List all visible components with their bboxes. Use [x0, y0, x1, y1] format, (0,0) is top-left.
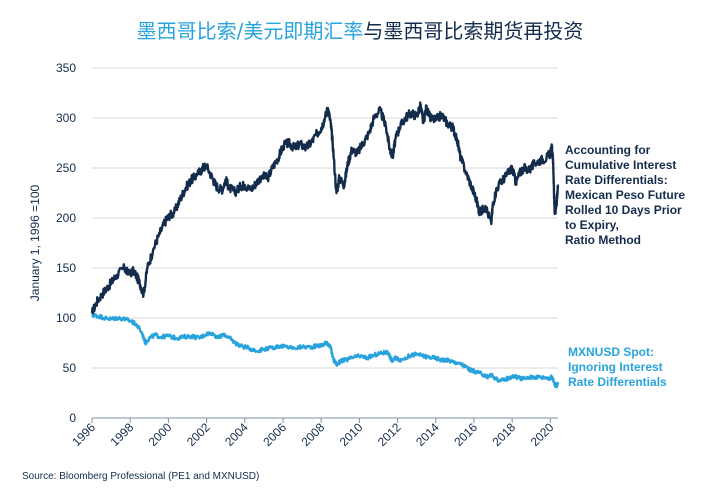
y-tick-label: 350 — [56, 61, 76, 75]
source-note: Source: Bloomberg Professional (PE1 and … — [22, 471, 260, 482]
series-line-pe1-futures — [90, 101, 560, 316]
y-axis-label: January 1, 1996 =100 — [28, 184, 42, 301]
y-tick-label: 50 — [63, 361, 77, 375]
legend-pe1-line: Accounting for — [565, 143, 651, 157]
legend-pe1-line: Cumulative Interest — [565, 158, 677, 172]
y-tick-label: 100 — [56, 311, 76, 325]
y-tick-label: 300 — [56, 111, 76, 125]
x-tick-label: 2006 — [260, 420, 289, 449]
y-tick-label: 0 — [69, 411, 76, 425]
legend-mxnusd-spot: MXNUSD Spot: Ignoring Interest Rate Differ… — [568, 345, 718, 390]
x-tick-label: 2000 — [146, 420, 175, 449]
y-tick-label: 250 — [56, 161, 76, 175]
x-tick-label: 2004 — [222, 420, 251, 449]
legend-mxn-line: Rate Differentials — [568, 375, 667, 389]
x-tick-label: 2010 — [337, 420, 366, 449]
legend-pe1-line: Rolled 10 Days Prior — [565, 203, 682, 217]
x-tick-label: 2008 — [299, 420, 328, 449]
legend-mxn-line: MXNUSD Spot: — [568, 345, 654, 359]
legend-pe1-line: Rate Differentials: — [565, 173, 668, 187]
x-tick-label: 2002 — [184, 420, 213, 449]
x-tick-label: 2016 — [451, 420, 480, 449]
x-tick-label: 2020 — [528, 420, 557, 449]
x-tick-label: 2012 — [375, 420, 404, 449]
series-line-mxnusd-spot — [91, 313, 559, 389]
y-tick-label: 200 — [56, 211, 76, 225]
y-tick-label: 150 — [56, 261, 76, 275]
legend-mxn-line: Ignoring Interest — [568, 360, 663, 374]
chart-title-part-spot: 墨西哥比索/美元即期汇率 — [136, 19, 364, 43]
x-tick-label: 2014 — [413, 420, 442, 449]
legend-pe1-line: to Expiry, — [565, 218, 619, 232]
series-layer — [90, 101, 560, 389]
legend-pe1-line: Mexican Peso Future — [565, 188, 686, 202]
x-tick-label: 2018 — [490, 420, 519, 449]
legend-pe1-futures: Accounting for Cumulative Interest Rate Di… — [565, 143, 715, 248]
chart-title: 墨西哥比索/美元即期汇率与墨西哥比索期货再投资 — [0, 18, 720, 44]
chart-title-part-futures: 与墨西哥比索期货再投资 — [363, 19, 584, 43]
x-tick-label: 1998 — [108, 420, 137, 449]
legend-pe1-line: Ratio Method — [565, 233, 641, 247]
